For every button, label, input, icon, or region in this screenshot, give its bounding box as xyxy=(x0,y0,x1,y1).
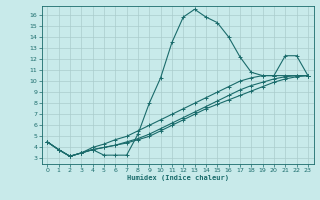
X-axis label: Humidex (Indice chaleur): Humidex (Indice chaleur) xyxy=(127,175,228,181)
